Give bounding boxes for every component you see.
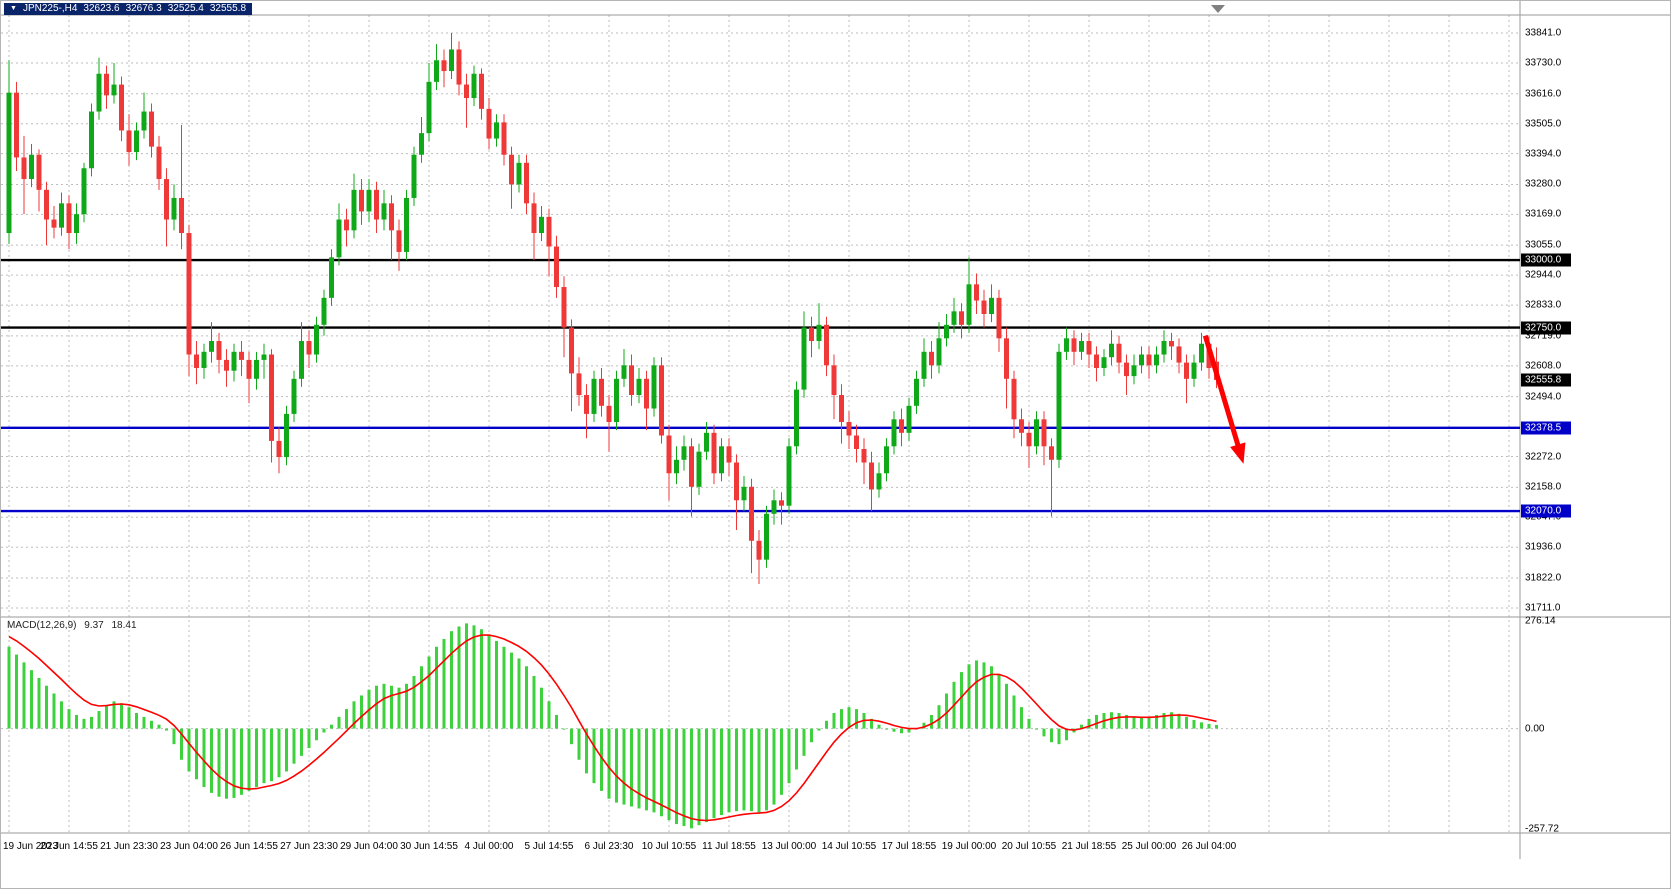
price-tick-label: 33505.0 (1525, 118, 1562, 130)
price-tick-label: 32272.0 (1525, 451, 1562, 463)
time-tick-label: 6 Jul 23:30 (584, 841, 634, 852)
time-tick-label: 17 Jul 18:55 (881, 841, 937, 852)
price-tick-label: 32158.0 (1525, 481, 1562, 493)
macd-tick-label: -257.72 (1525, 823, 1559, 835)
time-tick-label: 13 Jul 00:00 (761, 841, 817, 852)
macd-histogram (7, 623, 1218, 829)
grid-lines (1, 15, 1520, 833)
price-tick-label: 33055.0 (1525, 239, 1562, 251)
price-tick-label: 32608.0 (1525, 360, 1562, 372)
macd-indicator-label: MACD(12,26,9) 9.37 18.41 (7, 620, 142, 631)
ohlc-low: 32525.4 (167, 3, 204, 14)
price-tick-label: 33730.0 (1525, 57, 1562, 69)
time-tick-label: 29 Jun 04:00 (340, 841, 398, 852)
time-tick-label: 27 Jun 23:30 (280, 841, 338, 852)
trend-arrow-head[interactable] (1230, 442, 1246, 464)
ohlc-close: 32555.8 (209, 3, 247, 14)
time-tick-label: 19 Jul 00:00 (941, 841, 997, 852)
collapse-triangle-icon: ▼ (10, 5, 17, 12)
resistance-level-badge[interactable]: 33000.0 (1521, 253, 1571, 267)
macd-main-value: 9.37 (84, 620, 104, 631)
time-tick-label: 20 Jun 14:55 (40, 841, 98, 852)
time-tick-label: 10 Jul 10:55 (641, 841, 697, 852)
price-tick-label: 32833.0 (1525, 299, 1562, 311)
price-tick-label: 33169.0 (1525, 208, 1562, 220)
time-tick-label: 5 Jul 14:55 (524, 841, 574, 852)
macd-tick-label: 276.14 (1525, 615, 1556, 627)
candlesticks (6, 33, 1219, 584)
chart-shift-marker[interactable] (1211, 5, 1225, 13)
trend-arrow-annotation[interactable] (1202, 334, 1243, 454)
time-tick-label: 4 Jul 00:00 (464, 841, 514, 852)
price-tick-label: 31936.0 (1525, 541, 1562, 553)
time-tick-label: 30 Jun 14:55 (400, 841, 458, 852)
resistance-level-badge[interactable]: 32750.0 (1521, 321, 1571, 335)
price-tick-label: 33616.0 (1525, 88, 1562, 100)
macd-signal-value: 18.41 (111, 620, 137, 631)
ohlc-open: 32623.6 (83, 3, 120, 14)
time-tick-label: 11 Jul 18:55 (702, 841, 756, 852)
symbol-info-tab[interactable]: ▼ JPN225-,H4 32623.6 32676.3 32525.4 325… (4, 3, 253, 15)
time-tick-label: 21 Jul 18:55 (1061, 841, 1117, 852)
support-level-badge[interactable]: 32070.0 (1521, 504, 1571, 518)
macd-name: MACD(12,26,9) (7, 620, 77, 631)
time-tick-label: 23 Jun 04:00 (160, 841, 218, 852)
price-tick-label: 33394.0 (1525, 148, 1562, 160)
time-tick-label: 14 Jul 10:55 (821, 841, 877, 852)
macd-signal-line (8, 634, 1217, 822)
time-tick-label: 19 Jun 2023 (3, 841, 59, 852)
time-tick-label: 21 Jun 23:30 (100, 841, 158, 852)
time-tick-label: 26 Jun 14:55 (220, 841, 278, 852)
price-tick-label: 31822.0 (1525, 572, 1562, 584)
time-axis[interactable]: 19 Jun 2023 20 Jun 14:55 21 Jun 23:30 23 Ju… (1, 837, 1520, 855)
time-tick-label: 26 Jul 04:00 (1181, 841, 1237, 852)
pane-separators (1, 1, 1670, 859)
price-tick-label: 33841.0 (1525, 27, 1562, 39)
symbol-timeframe: JPN225-,H4 (22, 3, 78, 14)
ohlc-high: 32676.3 (125, 3, 162, 14)
price-tick-label: 32494.0 (1525, 391, 1562, 403)
time-tick-label: 20 Jul 10:55 (1001, 841, 1057, 852)
time-tick-label: 25 Jul 00:00 (1121, 841, 1177, 852)
support-level-badge[interactable]: 32378.5 (1521, 421, 1571, 435)
price-tick-label: 31711.0 (1525, 602, 1561, 614)
price-axis[interactable]: 33841.0 33730.0 33616.0 33505.0 33394.0 33280… (1520, 1, 1670, 859)
price-tick-label: 32944.0 (1525, 269, 1562, 281)
current-price-badge: 32555.8 (1521, 373, 1571, 387)
macd-tick-label: 0.00 (1525, 723, 1545, 735)
price-tick-label: 33280.0 (1525, 178, 1562, 190)
price-tick-label: 32719.0 (1525, 330, 1562, 342)
